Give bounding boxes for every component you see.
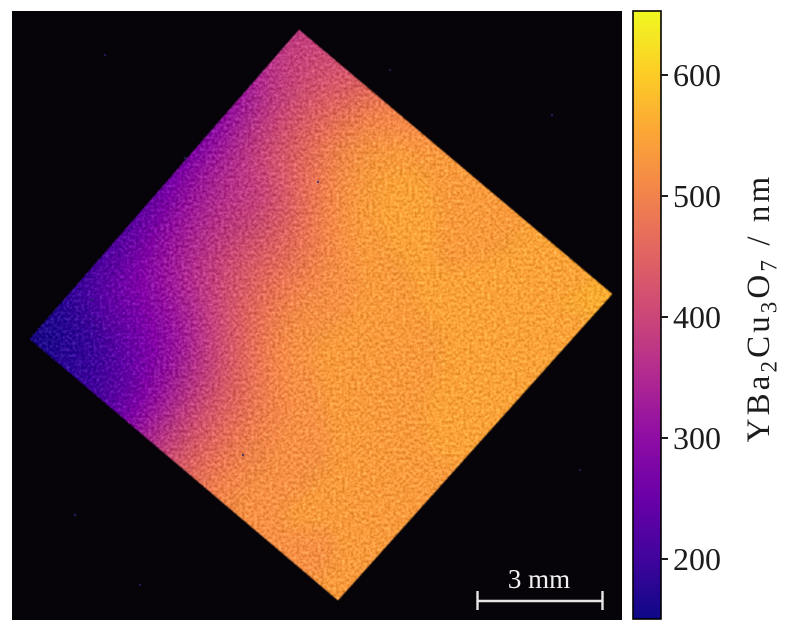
- svg-text:300: 300: [673, 420, 721, 456]
- svg-text:YBa2Cu3O7 / nm: YBa2Cu3O7 / nm: [741, 174, 782, 443]
- svg-text:500: 500: [673, 178, 721, 214]
- svg-text:200: 200: [673, 541, 721, 577]
- svg-text:3 mm: 3 mm: [508, 564, 570, 594]
- svg-text:600: 600: [673, 57, 721, 93]
- svg-text:400: 400: [673, 299, 721, 335]
